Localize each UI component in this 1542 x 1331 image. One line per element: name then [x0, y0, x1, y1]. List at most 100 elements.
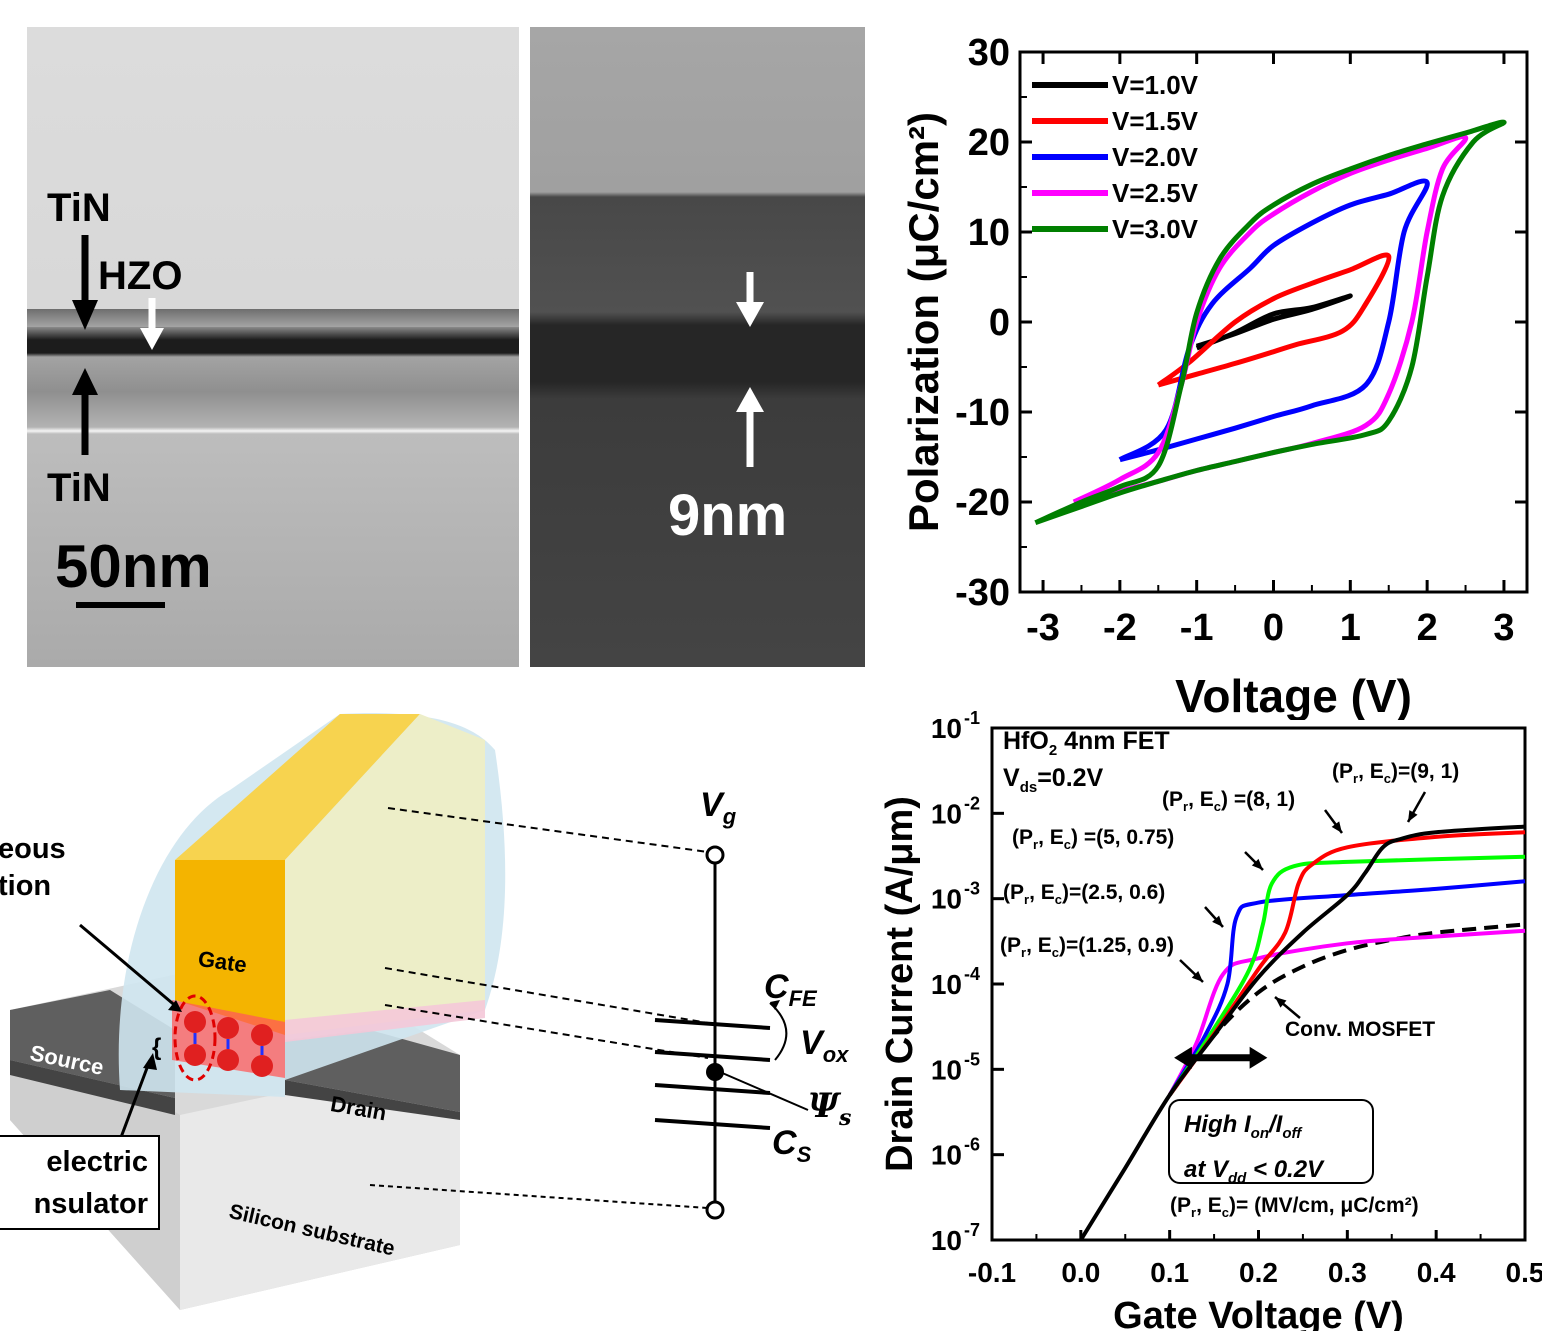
- tem-right-overlay: [736, 272, 764, 467]
- annot-onoff-line1: High Ion/Ioff: [1184, 1107, 1372, 1152]
- dipole-group: [184, 1011, 273, 1077]
- idvg-xtick-label: 0.3: [1328, 1257, 1367, 1288]
- substrate-right-face: [180, 1055, 460, 1310]
- idvg-ytick-exp: -3: [964, 879, 980, 899]
- cs-sub: S: [796, 1141, 812, 1167]
- ec: , E: [1029, 881, 1055, 904]
- idvg-xlabel: Gate Voltage (V): [1113, 1295, 1404, 1331]
- pv-ytick-label: 20: [968, 122, 1010, 164]
- label-spontaneous-line1: eous: [0, 833, 66, 865]
- dash-gate: [387, 807, 709, 853]
- ptr-8-1-head: [1331, 821, 1342, 833]
- idvg-series-5: [1168, 922, 1526, 1097]
- annot-25-06: (Pr, Ec)=(2.5, 0.6): [1003, 881, 1165, 907]
- label-spontaneous: eous tion: [0, 831, 66, 905]
- onoff-b: /I: [1268, 1111, 1283, 1138]
- dipole-highlight: [173, 994, 217, 1082]
- ground-terminal: [705, 1200, 725, 1220]
- ptr-5-075-head: [1251, 858, 1263, 870]
- dash-fe-bottom: [384, 1004, 709, 1059]
- pv-xtick-label: 3: [1493, 607, 1514, 649]
- ec-sub: c: [1383, 771, 1391, 787]
- vox-bracket-head: [770, 1000, 780, 1010]
- cfe-plate-top: [654, 1018, 771, 1030]
- idvg-xtick-label: 0.2: [1239, 1257, 1278, 1288]
- pv-xlabel: Voltage (V): [1175, 670, 1412, 720]
- label-dielectric-line1: electric: [46, 1146, 148, 1178]
- cs-main: C: [772, 1124, 797, 1162]
- cfe-plate-bottom: [654, 1050, 771, 1062]
- gate-front: [175, 860, 285, 1035]
- onoff-off: off: [1282, 1124, 1302, 1142]
- pv-xtick-label: 0: [1263, 607, 1284, 649]
- pv-ylabel: Polarization (μC/cm²): [900, 112, 947, 532]
- idvg-xtick-label: 0.4: [1417, 1257, 1456, 1288]
- idvg-ytick-label: 10: [931, 969, 962, 1000]
- annot-units-val: = (MV/cm, μC/cm²): [1235, 1194, 1419, 1217]
- pv-legend-label-1: V=1.5V: [1112, 106, 1199, 136]
- ec: , E: [1026, 934, 1052, 957]
- annot-vds-sub: ds: [1019, 779, 1038, 796]
- pv-ytick-label: 30: [968, 32, 1010, 74]
- annot-125-09-val: =(1.25, 0.9): [1065, 934, 1174, 957]
- pr-sub: r: [1191, 1205, 1197, 1221]
- label-tin-top: TiN: [47, 186, 111, 230]
- pv-xtick-label: 1: [1340, 607, 1361, 649]
- close: ): [1228, 1194, 1236, 1217]
- bracket-glyph: {: [152, 1034, 161, 1061]
- idvg-ylabel: Drain Current (A/μm): [879, 796, 921, 1172]
- idvg-ytick-exp: -2: [964, 793, 980, 813]
- annot-vds-b: =0.2V: [1037, 764, 1104, 792]
- pv-legend-label-2: V=2.0V: [1112, 142, 1199, 172]
- close: ): [1061, 881, 1069, 904]
- annot-125-09: (Pr, Ec)=(1.25, 0.9): [1000, 934, 1174, 960]
- idvg-ytick-label: 10: [931, 798, 962, 829]
- label-spontaneous-line2: tion: [0, 870, 52, 902]
- idvg-ytick-label: 10: [931, 884, 962, 915]
- idvg-series-0: [1079, 824, 1526, 1242]
- idvg-xtick-label: 0.0: [1061, 1257, 1100, 1288]
- annot-conv: Conv. MOSFET: [1285, 1018, 1436, 1041]
- label-cfe: CFE: [764, 968, 817, 1012]
- ec: , E: [1196, 1194, 1222, 1217]
- drain-current-chart: -0.1 0.0 0.1 0.2 0.3 0.4 0.510-110-210-310-410…: [879, 708, 1542, 1331]
- gate-side: [285, 714, 485, 1035]
- vg-sub: g: [722, 803, 737, 829]
- ferroelectric-side: [285, 1000, 485, 1042]
- idvg-ytick-label: 10: [931, 1140, 962, 1171]
- ec-sub: c: [1213, 799, 1221, 815]
- arrow-tin-top-head: [72, 300, 98, 330]
- close: ): [1058, 934, 1066, 957]
- pr: (P: [1170, 1194, 1191, 1217]
- psi-main: Ψ: [808, 1086, 840, 1126]
- pointer-spontaneous-head: [168, 1000, 182, 1012]
- annot-8-1-val: =(8, 1): [1227, 788, 1296, 811]
- annot-onoff-box: High Ion/Ioff at Vdd < 0.2V: [1168, 1099, 1374, 1187]
- pv-ytick-label: -30: [955, 572, 1010, 614]
- ec-sub: c: [1054, 892, 1062, 908]
- dash-fe-top: [384, 967, 709, 1024]
- vox-main: V: [800, 1024, 823, 1062]
- pr-sub: r: [1353, 771, 1359, 787]
- ptr-conv-head: [1275, 997, 1287, 1008]
- ec: , E: [1358, 760, 1384, 783]
- annot-5-075-val: =(5, 0.75): [1077, 826, 1175, 849]
- idvg-ytick-exp: -7: [964, 1220, 980, 1240]
- pv-legend-label-3: V=2.5V: [1112, 178, 1199, 208]
- idvg-series-2: [1168, 854, 1526, 1097]
- pv-plot-frame: [1018, 50, 1529, 594]
- cfe-sub: FE: [788, 985, 817, 1011]
- vdd-sub: dd: [1228, 1169, 1247, 1187]
- onoff-on: on: [1250, 1124, 1269, 1142]
- annot-units: (Pr, Ec)= (MV/cm, μC/cm²): [1170, 1194, 1419, 1220]
- vox-sub: ox: [822, 1041, 849, 1067]
- tem-left-overlay: [72, 235, 165, 608]
- pv-xtick-label: -1: [1180, 607, 1214, 649]
- label-hzo: HZO: [98, 254, 183, 298]
- pr-sub: r: [1024, 892, 1030, 908]
- annot-vds: Vds=0.2V: [1003, 764, 1103, 796]
- pv-series-2: [1118, 178, 1430, 463]
- idvg-window-arrow-right: [1249, 1046, 1268, 1069]
- annot-25-06-val: =(2.5, 0.6): [1068, 881, 1166, 904]
